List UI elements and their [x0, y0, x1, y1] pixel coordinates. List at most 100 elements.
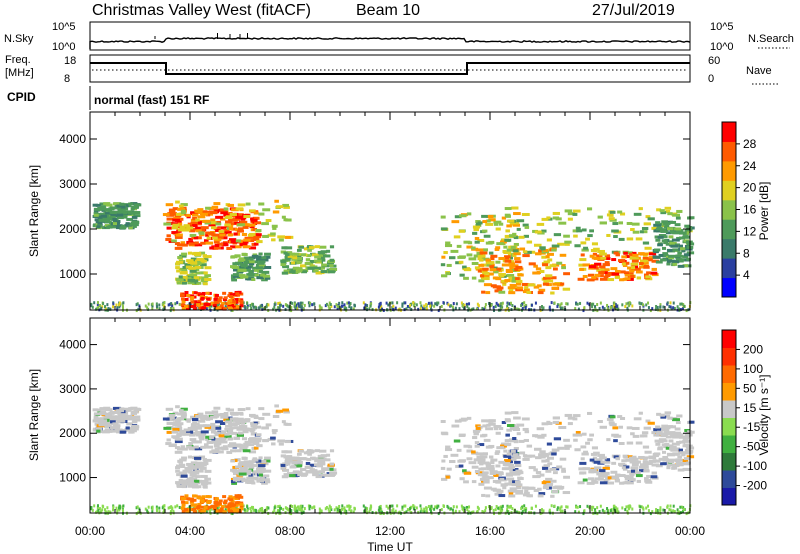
velocity-cell	[217, 501, 222, 505]
power-cell	[175, 278, 184, 282]
power-cell	[668, 235, 674, 239]
velocity-cell	[614, 473, 621, 477]
velocity-cell	[370, 505, 373, 509]
power-cell	[517, 273, 524, 277]
colorbar-segment	[722, 238, 736, 259]
velocity-cell	[241, 437, 248, 441]
power-cell	[550, 291, 555, 295]
velocity-cell	[589, 458, 595, 462]
power-cell	[211, 233, 216, 237]
velocity-cell	[648, 456, 657, 460]
power-cell	[621, 303, 624, 307]
power-cell	[183, 224, 190, 228]
power-cell	[583, 246, 589, 250]
power-cell	[100, 214, 108, 218]
velocity-cell	[444, 448, 453, 452]
velocity-cell	[181, 485, 187, 489]
power-cell	[604, 261, 610, 265]
power-cell	[504, 238, 512, 242]
power-cell	[474, 240, 480, 244]
velocity-cell	[106, 506, 109, 510]
power-cell	[463, 276, 469, 280]
power-cell	[564, 242, 570, 246]
velocity-cell	[308, 507, 311, 511]
velocity-cell	[530, 506, 533, 510]
power-cell	[514, 268, 522, 272]
velocity-cell	[260, 477, 265, 481]
velocity-cell	[628, 478, 635, 482]
velocity-cell	[660, 439, 668, 443]
power-cell	[482, 271, 490, 275]
velocity-cell	[187, 484, 195, 488]
velocity-cell	[307, 470, 315, 474]
velocity-cell	[102, 420, 111, 424]
velocity-cell	[664, 429, 669, 433]
power-cell	[451, 220, 460, 224]
power-cell	[132, 223, 139, 227]
power-cell	[501, 305, 504, 309]
power-cell	[246, 306, 249, 310]
velocity-cell	[561, 469, 566, 473]
velocity-cell	[146, 509, 149, 513]
velocity-cell	[496, 471, 502, 475]
velocity-cell	[643, 477, 649, 481]
power-cell	[643, 265, 650, 269]
velocity-cell	[579, 505, 582, 509]
power-cell	[228, 238, 237, 242]
power-cell	[678, 236, 686, 240]
power-cell	[512, 221, 520, 225]
power-cell	[524, 225, 530, 229]
power-cell	[446, 301, 449, 305]
power-cell	[260, 304, 263, 308]
power-cell	[457, 255, 466, 259]
velocity-cell	[632, 455, 637, 459]
velocity-cell	[165, 407, 174, 411]
velocity-cell	[484, 509, 487, 513]
velocity-cell	[682, 459, 689, 463]
velocity-cell	[413, 505, 416, 509]
power-cell	[181, 300, 186, 304]
power-cell	[128, 202, 134, 206]
velocity-cell	[679, 505, 682, 509]
power-cell	[523, 288, 530, 292]
power-cell	[657, 243, 663, 247]
velocity-cell	[642, 456, 649, 460]
power-cell	[345, 306, 348, 310]
colorbar-segment	[722, 258, 736, 279]
velocity-cell	[305, 465, 311, 469]
velocity-cell	[237, 427, 245, 431]
power-cell	[172, 218, 181, 222]
power-cell	[597, 215, 603, 219]
power-cell	[255, 266, 264, 270]
power-cell	[256, 240, 263, 244]
power-cell	[273, 303, 276, 307]
power-cell	[670, 244, 679, 248]
velocity-cell	[229, 426, 235, 430]
power-cell	[209, 221, 217, 225]
velocity-cell	[325, 473, 330, 477]
power-cell	[313, 266, 321, 270]
power-cell	[320, 270, 328, 274]
power-cell	[175, 266, 180, 270]
velocity-cell	[443, 454, 448, 458]
power-cell	[104, 307, 107, 311]
power-cell	[498, 290, 506, 294]
power-cell	[588, 303, 591, 307]
noise-panel-frame	[89, 21, 691, 51]
power-cell	[106, 303, 109, 307]
velocity-cell	[226, 450, 233, 454]
power-cell	[228, 299, 233, 303]
velocity-cell	[307, 452, 312, 456]
velocity-cell	[635, 474, 643, 478]
power-cell	[683, 253, 691, 257]
power-cell	[656, 305, 659, 309]
velocity-cell	[172, 422, 181, 426]
velocity-cell	[509, 487, 517, 491]
velocity-cell	[514, 460, 521, 464]
power-cell	[587, 234, 593, 238]
velocity-cell	[513, 446, 519, 450]
power-cell	[493, 222, 499, 226]
velocity-cell	[235, 508, 240, 512]
power-cell	[552, 267, 558, 271]
velocity-cell	[455, 505, 458, 509]
